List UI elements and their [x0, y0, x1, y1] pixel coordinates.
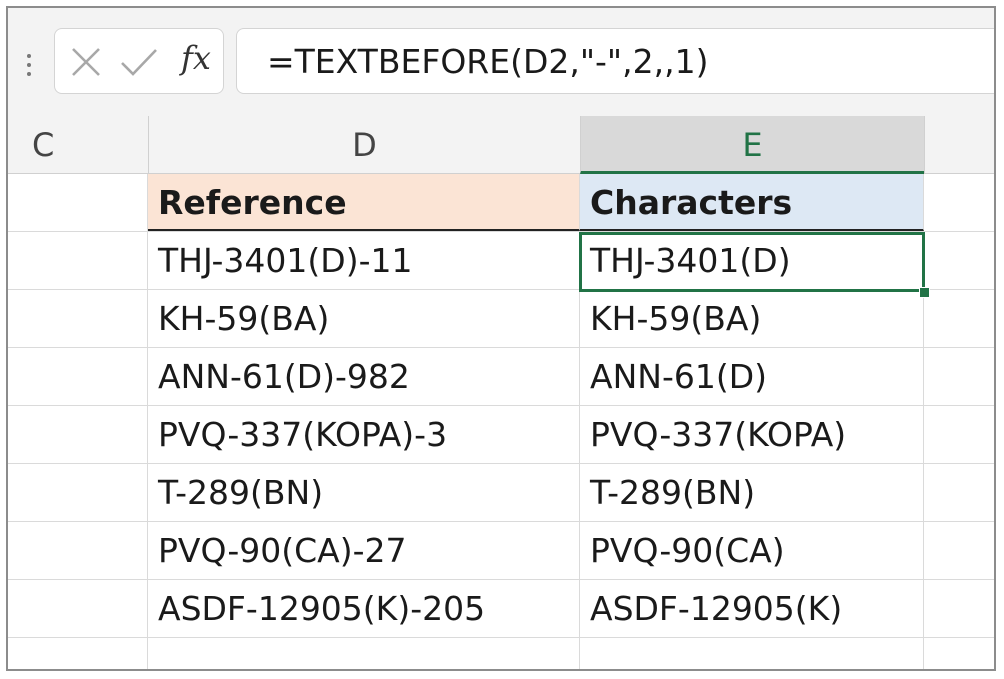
cell[interactable]	[8, 638, 148, 669]
header-cell-characters[interactable]: Characters	[580, 174, 924, 231]
column-header-e[interactable]: E	[580, 116, 924, 174]
table-row: T-289(BN) T-289(BN)	[8, 464, 994, 522]
characters-cell[interactable]: THJ-3401(D)	[580, 232, 924, 289]
cell[interactable]	[580, 638, 924, 669]
cell[interactable]	[148, 638, 580, 669]
table-row: THJ-3401(D)-11 THJ-3401(D)	[8, 232, 994, 290]
fx-icon[interactable]: fx	[181, 39, 211, 77]
characters-cell[interactable]: PVQ-90(CA)	[580, 522, 924, 579]
cell[interactable]	[8, 290, 148, 347]
header-cell-reference[interactable]: Reference	[148, 174, 580, 231]
reference-cell[interactable]: PVQ-90(CA)-27	[148, 522, 580, 579]
cell[interactable]	[8, 522, 148, 579]
characters-cell[interactable]: T-289(BN)	[580, 464, 924, 521]
column-header-c[interactable]: C	[8, 116, 148, 174]
column-header-f[interactable]	[924, 116, 994, 174]
table-row: Reference Characters	[8, 174, 994, 232]
table-row: ANN-61(D)-982 ANN-61(D)	[8, 348, 994, 406]
sheet-grid: C D E Reference Characters THJ-3401(D)-1…	[8, 116, 994, 669]
fill-handle[interactable]	[919, 287, 930, 298]
reference-cell[interactable]: THJ-3401(D)-11	[148, 232, 580, 289]
reference-cell[interactable]: KH-59(BA)	[148, 290, 580, 347]
reference-cell[interactable]: PVQ-337(KOPA)-3	[148, 406, 580, 463]
cell[interactable]	[8, 232, 148, 289]
cell[interactable]	[8, 406, 148, 463]
cell[interactable]	[8, 580, 148, 637]
table-row	[8, 638, 994, 669]
characters-cell[interactable]: PVQ-337(KOPA)	[580, 406, 924, 463]
formula-input[interactable]: =TEXTBEFORE(D2,"-",2,,1)	[236, 28, 994, 94]
reference-cell[interactable]: ASDF-12905(K)-205	[148, 580, 580, 637]
cell[interactable]	[8, 174, 148, 231]
cell[interactable]	[8, 348, 148, 405]
reference-cell[interactable]: ANN-61(D)-982	[148, 348, 580, 405]
cell[interactable]	[8, 464, 148, 521]
close-icon[interactable]	[69, 45, 103, 79]
reference-cell[interactable]: T-289(BN)	[148, 464, 580, 521]
formula-bar: fx =TEXTBEFORE(D2,"-",2,,1)	[8, 8, 994, 116]
formula-buttons: fx	[54, 28, 224, 94]
characters-cell[interactable]: ASDF-12905(K)	[580, 580, 924, 637]
table-row: KH-59(BA) KH-59(BA)	[8, 290, 994, 348]
characters-cell[interactable]: ANN-61(D)	[580, 348, 924, 405]
column-header-d[interactable]: D	[148, 116, 580, 174]
grip-dots-icon[interactable]	[26, 52, 32, 78]
formula-text: =TEXTBEFORE(D2,"-",2,,1)	[267, 42, 709, 81]
check-icon[interactable]	[119, 45, 159, 79]
spreadsheet-window: fx =TEXTBEFORE(D2,"-",2,,1) C D E Refere…	[6, 6, 996, 671]
table-row: PVQ-90(CA)-27 PVQ-90(CA)	[8, 522, 994, 580]
table-row: PVQ-337(KOPA)-3 PVQ-337(KOPA)	[8, 406, 994, 464]
characters-cell[interactable]: KH-59(BA)	[580, 290, 924, 347]
table-row: ASDF-12905(K)-205 ASDF-12905(K)	[8, 580, 994, 638]
